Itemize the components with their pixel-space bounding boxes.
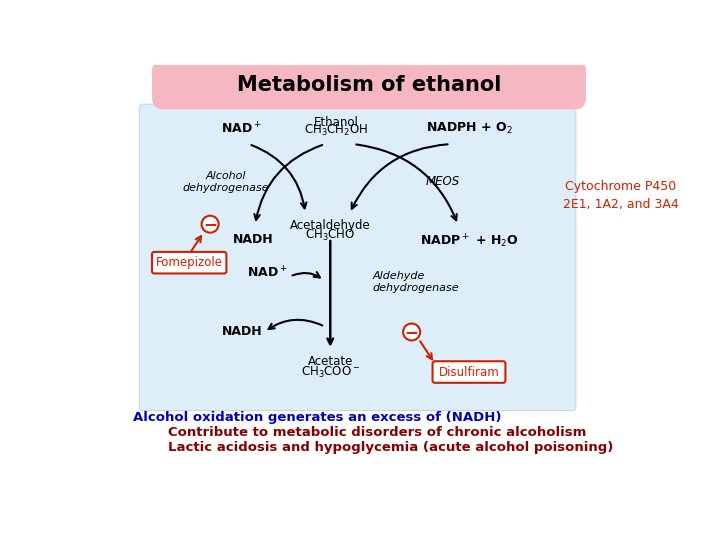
Text: CH$_3$COO$^-$: CH$_3$COO$^-$ [301,365,360,380]
Text: Ethanol: Ethanol [314,116,359,129]
Text: MEOS: MEOS [426,176,460,188]
Text: NADH: NADH [233,233,273,246]
Text: Metabolism of ethanol: Metabolism of ethanol [237,75,501,95]
Text: Cytochrome P450
2E1, 1A2, and 3A4: Cytochrome P450 2E1, 1A2, and 3A4 [563,180,679,211]
Text: CH$_3$CHO: CH$_3$CHO [305,228,356,243]
FancyBboxPatch shape [140,104,576,410]
Text: NADPH + O$_2$: NADPH + O$_2$ [426,122,513,137]
FancyBboxPatch shape [433,361,505,383]
Circle shape [403,323,420,340]
Text: Fomepizole: Fomepizole [156,256,222,269]
FancyBboxPatch shape [152,59,586,110]
Text: Aldehyde
dehydrogenase: Aldehyde dehydrogenase [373,271,459,293]
Text: Acetaldehyde: Acetaldehyde [290,219,371,232]
Text: Contribute to metabolic disorders of chronic alcoholism: Contribute to metabolic disorders of chr… [168,427,586,440]
Text: NADH: NADH [222,326,262,339]
Text: Disulfiram: Disulfiram [438,366,500,379]
Text: CH$_3$CH$_2$OH: CH$_3$CH$_2$OH [305,123,369,138]
Text: Lactic acidosis and hypoglycemia (acute alcohol poisoning): Lactic acidosis and hypoglycemia (acute … [168,441,613,454]
Text: NAD$^+$: NAD$^+$ [221,121,261,137]
Circle shape [202,215,219,233]
Text: −: − [203,215,217,233]
Text: Alcohol oxidation generates an excess of (NADH): Alcohol oxidation generates an excess of… [132,411,501,424]
FancyBboxPatch shape [152,252,226,273]
Text: Alcohol
dehydrogenase: Alcohol dehydrogenase [182,171,269,193]
Text: NAD$^+$: NAD$^+$ [247,265,287,280]
Text: Acetate: Acetate [307,355,353,368]
Text: NADP$^+$ + H$_2$O: NADP$^+$ + H$_2$O [420,233,519,250]
Text: −: − [405,323,418,341]
